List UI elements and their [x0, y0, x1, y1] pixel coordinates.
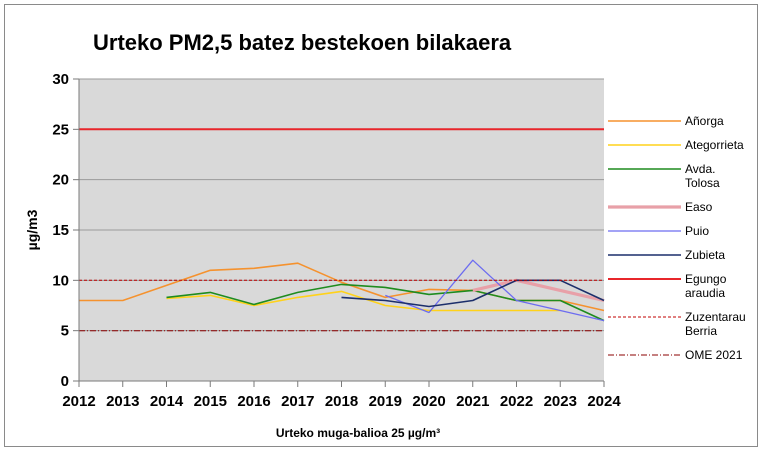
x-tick-label: 2023 [544, 393, 577, 410]
x-tick-label: 2020 [412, 393, 445, 410]
legend-label-avda-tolosa: Avda. Tolosa [685, 162, 720, 190]
axes: 0 5 10 15 20 25 30 2012 2013 2014 2015 2016 2017 2018… [52, 71, 621, 410]
line-chart: Urteko PM2,5 batez bestekoen bilakaera 0… [24, 30, 746, 440]
chart-frame: Urteko PM2,5 batez bestekoen bilakaera 0… [4, 4, 758, 447]
y-axis-title: µg/m3 [24, 209, 40, 250]
x-tick-label: 2017 [281, 393, 314, 410]
x-tick-label: 2013 [106, 393, 139, 410]
x-tick-label: 2022 [500, 393, 533, 410]
y-tick-label: 20 [52, 172, 69, 189]
chart-title: Urteko PM2,5 batez bestekoen bilakaera [93, 30, 512, 55]
series-line-easo [472, 278, 605, 303]
legend-label-ome-2021: OME 2021 [685, 348, 743, 362]
legend-label-egungo-araudia: Egungo araudia [685, 272, 727, 300]
legend-label-anorga: Añorga [685, 114, 724, 128]
y-tick-label: 15 [52, 222, 69, 239]
x-tick-label: 2016 [237, 393, 270, 410]
x-tick-label: 2015 [194, 393, 227, 410]
legend-label-zuzentarau-berria: Zuzentarau Berria [685, 310, 746, 338]
x-axis-title: Urteko muga-balioa 25 µg/m³ [276, 426, 440, 440]
y-tick-label: 10 [52, 272, 69, 289]
x-tick-label: 2012 [62, 393, 95, 410]
x-tick-label: 2014 [150, 393, 184, 410]
x-tick-label: 2018 [325, 393, 358, 410]
x-tick-label: 2021 [456, 393, 489, 410]
y-tick-label: 25 [52, 121, 69, 138]
x-tick-label: 2024 [587, 393, 621, 410]
series-lines [79, 128, 605, 332]
series-line-avda-tolosa [166, 283, 605, 322]
legend: Añorga Ategorrieta Avda. Tolosa Easo Puio Zubi… [608, 114, 746, 362]
x-tick-label: 2019 [369, 393, 402, 410]
legend-label-puio: Puio [685, 224, 709, 238]
y-tick-label: 5 [61, 323, 69, 340]
legend-label-ategorrieta: Ategorrieta [685, 138, 744, 152]
y-tick-label: 30 [52, 71, 69, 88]
legend-label-easo: Easo [685, 200, 713, 214]
legend-label-zubieta: Zubieta [685, 248, 725, 262]
y-tick-label: 0 [61, 373, 69, 390]
